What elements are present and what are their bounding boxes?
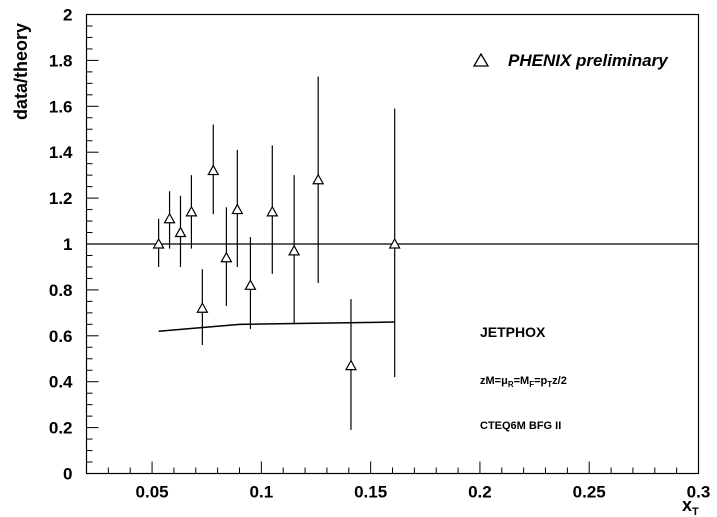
triangle-marker <box>288 244 301 256</box>
data-point <box>163 191 176 249</box>
triangle-marker <box>312 173 325 185</box>
y-tick-label: 2 <box>63 6 72 25</box>
triangle-marker <box>344 359 357 371</box>
annotation-pdf: CTEQ6M BFG II <box>480 420 561 432</box>
y-axis-tick-labels: 0 0.2 0.4 0.6 0.8 1 1.2 1.4 1.6 1.8 2 <box>49 6 73 484</box>
triangle-marker <box>244 279 257 290</box>
y-tick-label: 0 <box>63 465 72 484</box>
data-point <box>288 175 301 325</box>
data-point <box>266 145 279 274</box>
x-axis-tick-labels: 0.05 0.1 0.15 0.2 0.25 0.3 <box>136 483 711 502</box>
annotation-jetphox: JETPHOX <box>480 324 546 340</box>
annotation-scales: zM=μR=MF=pTz/2 <box>480 375 567 389</box>
x-tick-label: 0.25 <box>573 483 606 502</box>
y-axis-title: data/theory <box>11 23 31 120</box>
data-point <box>152 218 165 267</box>
x-axis-title-subscript: T <box>692 506 699 517</box>
triangle-marker <box>196 302 209 313</box>
data-point <box>344 299 357 430</box>
y-tick-label: 0.4 <box>49 373 73 392</box>
y-tick-label: 0.2 <box>49 419 73 438</box>
data-point <box>196 269 209 345</box>
y-tick-label: 1.6 <box>49 97 73 116</box>
x-tick-label: 0.3 <box>687 483 711 502</box>
data-point <box>174 195 187 267</box>
triangle-marker <box>231 203 244 215</box>
x-tick-label: 0.1 <box>250 483 274 502</box>
y-axis-title-text: data/theory <box>11 23 31 120</box>
data-point <box>388 108 401 378</box>
data-point <box>231 149 244 267</box>
data-point <box>312 76 325 284</box>
x-tick-label: 0.05 <box>136 483 169 502</box>
y-axis-ticks <box>86 14 99 474</box>
data-point <box>244 237 257 329</box>
triangle-marker <box>266 205 279 217</box>
data-point <box>185 175 198 249</box>
data-point <box>207 124 220 215</box>
x-tick-label: 0.2 <box>468 483 492 502</box>
y-tick-label: 0.8 <box>49 281 73 300</box>
y-tick-label: 1.8 <box>49 51 73 70</box>
triangle-marker <box>174 226 187 238</box>
triangle-marker <box>388 237 401 249</box>
data-point <box>220 207 233 306</box>
y-tick-label: 1.2 <box>49 189 73 208</box>
legend: PHENIX preliminary <box>472 51 669 70</box>
triangle-marker <box>207 164 220 176</box>
x-tick-label: 0.15 <box>354 483 387 502</box>
series-line-jetphox <box>158 321 395 332</box>
data-points <box>152 76 401 430</box>
triangle-marker <box>220 251 233 263</box>
y-tick-label: 0.6 <box>49 327 73 346</box>
x-axis-ticks <box>107 461 699 474</box>
legend-label-phenix: PHENIX preliminary <box>508 51 669 70</box>
legend-marker-triangle-icon <box>472 52 490 67</box>
y-tick-label: 1.4 <box>49 143 73 162</box>
y-tick-label: 1 <box>63 235 72 254</box>
triangle-marker <box>185 205 198 217</box>
triangle-marker <box>163 212 176 224</box>
triangle-marker <box>152 237 165 249</box>
